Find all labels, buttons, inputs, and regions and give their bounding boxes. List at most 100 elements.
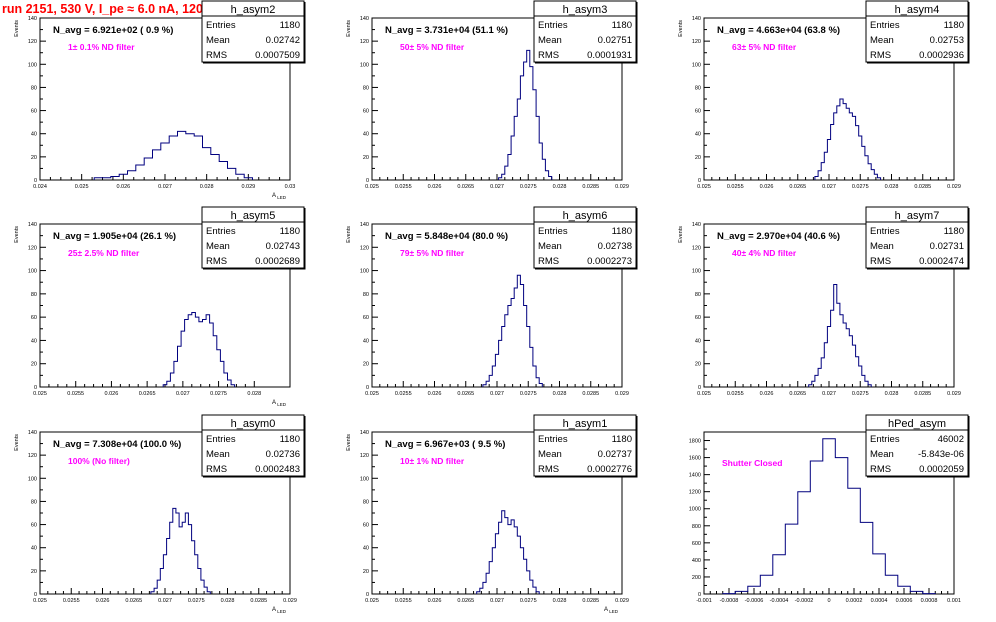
stat-value: 1180 <box>280 226 300 237</box>
stat-value: -5.843e-06 <box>918 449 964 460</box>
histogram-bin <box>873 554 886 594</box>
y-tick-label: 20 <box>695 362 701 368</box>
x-tick-label: 0.0285 <box>250 598 267 604</box>
x-tick-label: 0.025 <box>33 598 47 604</box>
x-tick-label: 0.03 <box>285 184 296 190</box>
histogram-bin <box>840 99 843 180</box>
filter-annotation: 100% (No filter) <box>68 456 130 466</box>
y-tick-label: 60 <box>695 109 701 115</box>
y-tick-label: 140 <box>360 222 369 228</box>
stat-label: RMS <box>538 464 559 475</box>
histogram-bin <box>837 106 840 180</box>
histogram-bin <box>136 165 144 180</box>
histogram-bin <box>785 524 798 594</box>
x-axis-label: A LED <box>272 607 287 614</box>
y-tick-label: 100 <box>360 269 369 275</box>
stats-box: h_asym3 Entries 1180 Mean 0.02751 RMS 0.000193… <box>533 0 638 64</box>
stats-box-shadow <box>636 416 638 478</box>
x-tick-label: 0.0004 <box>871 598 888 604</box>
y-tick-label: 100 <box>692 269 701 275</box>
x-tick-label: 0.0255 <box>395 598 412 604</box>
histogram-line <box>808 284 872 387</box>
panel-hPed_asym: 0 200 400 600 800 1000 1200 1400 1600 1800 -0.001 -… <box>689 414 970 604</box>
x-tick-label: 0.0255 <box>727 391 744 397</box>
y-tick-label: 20 <box>31 155 37 161</box>
y-axis-label: Events <box>678 20 684 37</box>
y-tick-label: 80 <box>31 292 37 298</box>
histogram-name: h_asym1 <box>563 418 608 430</box>
x-tick-label: 0.028 <box>247 391 261 397</box>
histogram-bin <box>178 131 186 180</box>
histogram-bin <box>524 62 527 180</box>
y-tick-label: 140 <box>692 16 701 22</box>
x-tick-label: 0.0265 <box>457 184 474 190</box>
navg-label: N_avg = 2.970e+04 (40.6 %) <box>717 231 840 242</box>
x-tick-label: 0.027 <box>158 184 172 190</box>
y-tick-label: 600 <box>692 541 701 547</box>
histogram-bin <box>182 522 185 594</box>
y-tick-label: 60 <box>363 523 369 529</box>
panel-h_asym3: 0 20 40 60 80 100 120 140 0.025 0.0255 0.026 0.0265… <box>346 0 638 190</box>
histogram-bin <box>508 155 511 180</box>
stat-label: RMS <box>870 50 891 61</box>
histogram-line <box>482 274 543 387</box>
x-tick-label: 0.028 <box>200 184 214 190</box>
navg-label: N_avg = 1.905e+04 (26.1 %) <box>53 231 176 242</box>
stats-box-shadow <box>535 476 637 478</box>
histogram-bin <box>153 150 161 180</box>
stat-value: 0.02738 <box>598 241 632 252</box>
histogram-name: h_asym4 <box>895 4 940 16</box>
y-tick-label: 20 <box>31 569 37 575</box>
stat-value: 0.0002936 <box>919 50 964 61</box>
panel-h_asym7: 0 20 40 60 80 100 120 140 0.025 0.0255 0.026 0.0265… <box>678 206 970 397</box>
histogram-bin <box>188 315 192 387</box>
x-tick-label: 0.0255 <box>63 598 80 604</box>
histogram-bin <box>228 380 232 387</box>
stat-label: Entries <box>870 434 900 445</box>
histogram-line <box>150 507 211 594</box>
x-tick-label: 0.029 <box>615 391 629 397</box>
x-tick-label: 0.0265 <box>457 391 474 397</box>
stats-box-shadow <box>535 62 637 64</box>
panel-h_asym2: 0 20 40 60 80 100 120 140 0.024 0.025 0.026 0.027 0.… <box>14 0 306 200</box>
histogram-line <box>93 130 253 180</box>
y-tick-label: 0 <box>34 385 37 391</box>
histogram-bin <box>520 76 523 180</box>
stat-label: Mean <box>538 241 562 252</box>
y-axis-label: Events <box>14 20 20 37</box>
y-tick-label: 60 <box>31 523 37 529</box>
histogram-bin <box>533 90 536 180</box>
stat-label: Entries <box>538 20 568 31</box>
histogram-bin <box>228 168 236 180</box>
stats-box: h_asym1 Entries 1180 Mean 0.02737 RMS 0.000277… <box>533 414 638 478</box>
histogram-bin <box>798 492 811 594</box>
x-tick-label: 0.0265 <box>457 598 474 604</box>
x-tick-label: -0.0004 <box>770 598 789 604</box>
stat-value: 0.02731 <box>930 241 964 252</box>
stat-label: RMS <box>870 256 891 267</box>
y-tick-label: 0 <box>366 592 369 598</box>
y-tick-label: 40 <box>695 132 701 138</box>
stats-box: h_asym5 Entries 1180 Mean 0.02743 RMS 0.000268… <box>201 206 306 270</box>
y-tick-label: 20 <box>695 155 701 161</box>
x-tick-label: 0.0285 <box>582 598 599 604</box>
histogram-bin <box>174 361 178 387</box>
stats-box: h_asym2 Entries 1180 Mean 0.02742 RMS 0.000750… <box>201 0 306 64</box>
histogram-line <box>722 438 936 595</box>
y-tick-label: 100 <box>692 62 701 68</box>
histogram-name: h_asym5 <box>231 210 276 222</box>
stat-value: 0.0002776 <box>587 464 632 475</box>
x-tick-label: -0.001 <box>696 598 712 604</box>
stats-box-frame <box>865 414 969 477</box>
histogram-bin <box>823 439 836 594</box>
histogram-name: h_asym2 <box>231 4 276 16</box>
histogram-bin <box>843 104 846 180</box>
x-tick-label: 0.029 <box>615 184 629 190</box>
y-axis-label: Events <box>14 226 20 243</box>
x-tick-label: 0.0275 <box>210 391 227 397</box>
y-tick-label: 40 <box>363 338 369 344</box>
y-tick-label: 120 <box>28 245 37 251</box>
histogram-bin <box>815 177 818 180</box>
x-tick-label: 0.0265 <box>139 391 156 397</box>
navg-label: N_avg = 7.308e+04 (100.0 %) <box>53 439 181 450</box>
